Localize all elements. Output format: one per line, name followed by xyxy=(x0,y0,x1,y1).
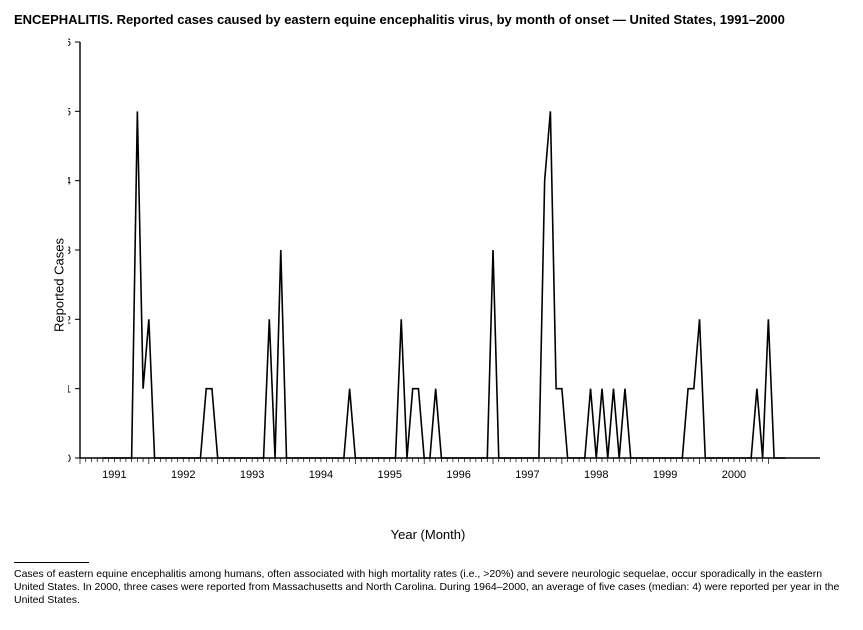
svg-text:1997: 1997 xyxy=(515,469,539,481)
svg-text:1993: 1993 xyxy=(240,469,264,481)
x-axis-label: Year (Month) xyxy=(391,527,466,542)
svg-text:1998: 1998 xyxy=(584,469,608,481)
svg-text:0: 0 xyxy=(68,453,71,465)
svg-text:6: 6 xyxy=(68,38,71,49)
svg-text:1991: 1991 xyxy=(102,469,126,481)
chart-title: ENCEPHALITIS. Reported cases caused by e… xyxy=(0,0,863,31)
svg-text:4: 4 xyxy=(68,176,71,188)
footer-caption: Cases of eastern equine encephalitis amo… xyxy=(14,568,849,607)
svg-text:1994: 1994 xyxy=(309,469,333,481)
footer-rule xyxy=(14,562,89,563)
y-axis-label: Reported Cases xyxy=(51,238,66,332)
svg-text:1: 1 xyxy=(68,384,71,396)
chart-svg: 0 1 2 3 4 5 6 1991 1992 1993 1994 1995 1996 1997 1998 1… xyxy=(68,38,828,518)
svg-text:5: 5 xyxy=(68,106,71,118)
svg-text:1996: 1996 xyxy=(446,469,470,481)
svg-text:1999: 1999 xyxy=(653,469,677,481)
chart-container: Reported Cases 0 1 2 3 4 5 6 1991 1992 1993 1994 19… xyxy=(18,30,838,540)
svg-text:1992: 1992 xyxy=(171,469,195,481)
svg-text:3: 3 xyxy=(68,245,71,257)
chart-plot-area: 0 1 2 3 4 5 6 1991 1992 1993 1994 1995 1996 1997 1998 1… xyxy=(68,38,828,498)
svg-text:1995: 1995 xyxy=(378,469,402,481)
svg-text:2: 2 xyxy=(68,314,71,326)
svg-text:2000: 2000 xyxy=(722,469,746,481)
